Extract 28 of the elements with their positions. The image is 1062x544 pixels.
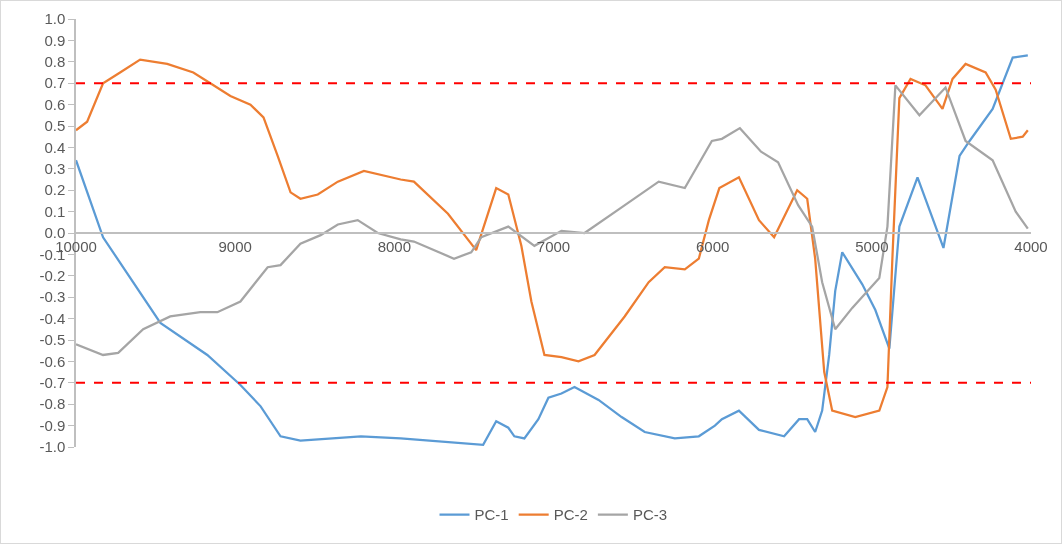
y-tick-label: -0.4 (39, 309, 66, 327)
x-tick-label: 5000 (855, 237, 889, 255)
y-tick-label: -0.7 (39, 374, 66, 392)
y-tick-label: 0.5 (44, 117, 66, 135)
y-tick-label: -0.8 (39, 395, 66, 413)
y-tick-label: 1.0 (44, 10, 66, 28)
y-tick-label: 0.4 (44, 138, 66, 156)
legend-label: PC-3 (632, 506, 668, 524)
x-tick-label: 7000 (536, 237, 571, 255)
x-tick-label: 4000 (1014, 237, 1048, 255)
y-tick-label: 0.1 (44, 202, 66, 220)
y-tick-label: 0.6 (44, 95, 66, 113)
y-tick-label: -0.5 (39, 331, 66, 349)
y-tick-label: -0.2 (39, 267, 66, 285)
y-tick-label: 0.3 (44, 160, 66, 178)
x-tick-label: 8000 (377, 237, 412, 255)
y-tick-label: 0.7 (44, 74, 66, 92)
y-tick-label: -1.0 (39, 438, 66, 456)
y-tick-label: -0.9 (39, 416, 66, 434)
y-tick-label: 0.2 (44, 181, 66, 199)
y-tick-label: 0.9 (44, 31, 66, 49)
legend-label: PC-2 (553, 506, 588, 524)
y-tick-label: 0.0 (44, 224, 66, 242)
y-tick-label: -0.3 (39, 288, 66, 306)
y-tick-label: 0.8 (44, 53, 66, 71)
legend-label: PC-1 (474, 506, 509, 524)
y-tick-label: -0.6 (39, 352, 66, 370)
x-tick-label: 9000 (218, 237, 252, 255)
